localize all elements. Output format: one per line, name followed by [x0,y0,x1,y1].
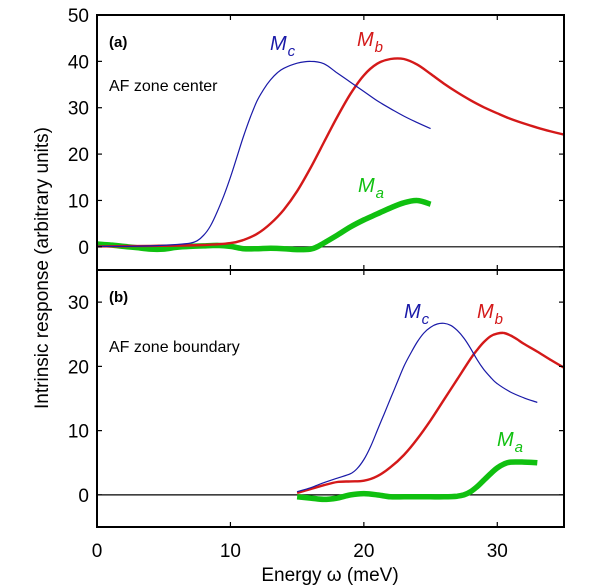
panel-b: Ma Mb Mc 0 10 20 30 0 10 20 30 (b) AF zone boundary [68,269,565,562]
y-tick-label: 30 [68,293,89,314]
y-tick-label: 50 [68,6,89,27]
series-line-m-a [296,459,538,503]
x-axis-title: Energy ω (meV) [261,565,398,586]
y-tick-label: 0 [78,486,89,507]
panel-tag: (b) [109,289,128,306]
x-tick-label: 30 [487,541,508,562]
series-label-m-a: Ma [497,429,523,456]
panel-tag: (a) [109,34,127,51]
series-line-m-a [97,197,432,253]
panel-a: Ma Mb Mc 0 10 20 30 40 50 (a) AF zone center [68,6,565,271]
y-tick-label: 20 [68,357,89,378]
series-label-m-b: Mb [357,29,383,56]
panel-annotation: AF zone boundary [109,339,240,356]
plot-frame [96,14,565,271]
series-line-m-c [97,60,431,248]
y-tick-label: 20 [68,145,89,166]
x-tick-label: 10 [220,541,241,562]
series-label-m-b: Mb [477,301,503,328]
y-tick-label: 10 [68,191,89,212]
y-tick-label: 10 [68,422,89,443]
plot-frame [96,269,565,528]
series-line-m-b [296,331,564,495]
series-label-m-c: Mc [270,33,296,60]
x-tick-label: 20 [353,541,374,562]
series-line-m-c [296,322,538,493]
panel-annotation: AF zone center [109,78,218,95]
y-tick-label: 40 [68,52,89,73]
series-label-m-c: Mc [404,301,430,328]
y-axis-title: Intrinsic response (arbitrary units) [32,127,53,409]
y-tick-label: 30 [68,99,89,120]
series-label-m-a: Ma [358,175,384,202]
y-tick-label: 0 [78,238,89,259]
series-line-m-b [97,57,564,248]
x-tick-label: 0 [92,541,103,562]
